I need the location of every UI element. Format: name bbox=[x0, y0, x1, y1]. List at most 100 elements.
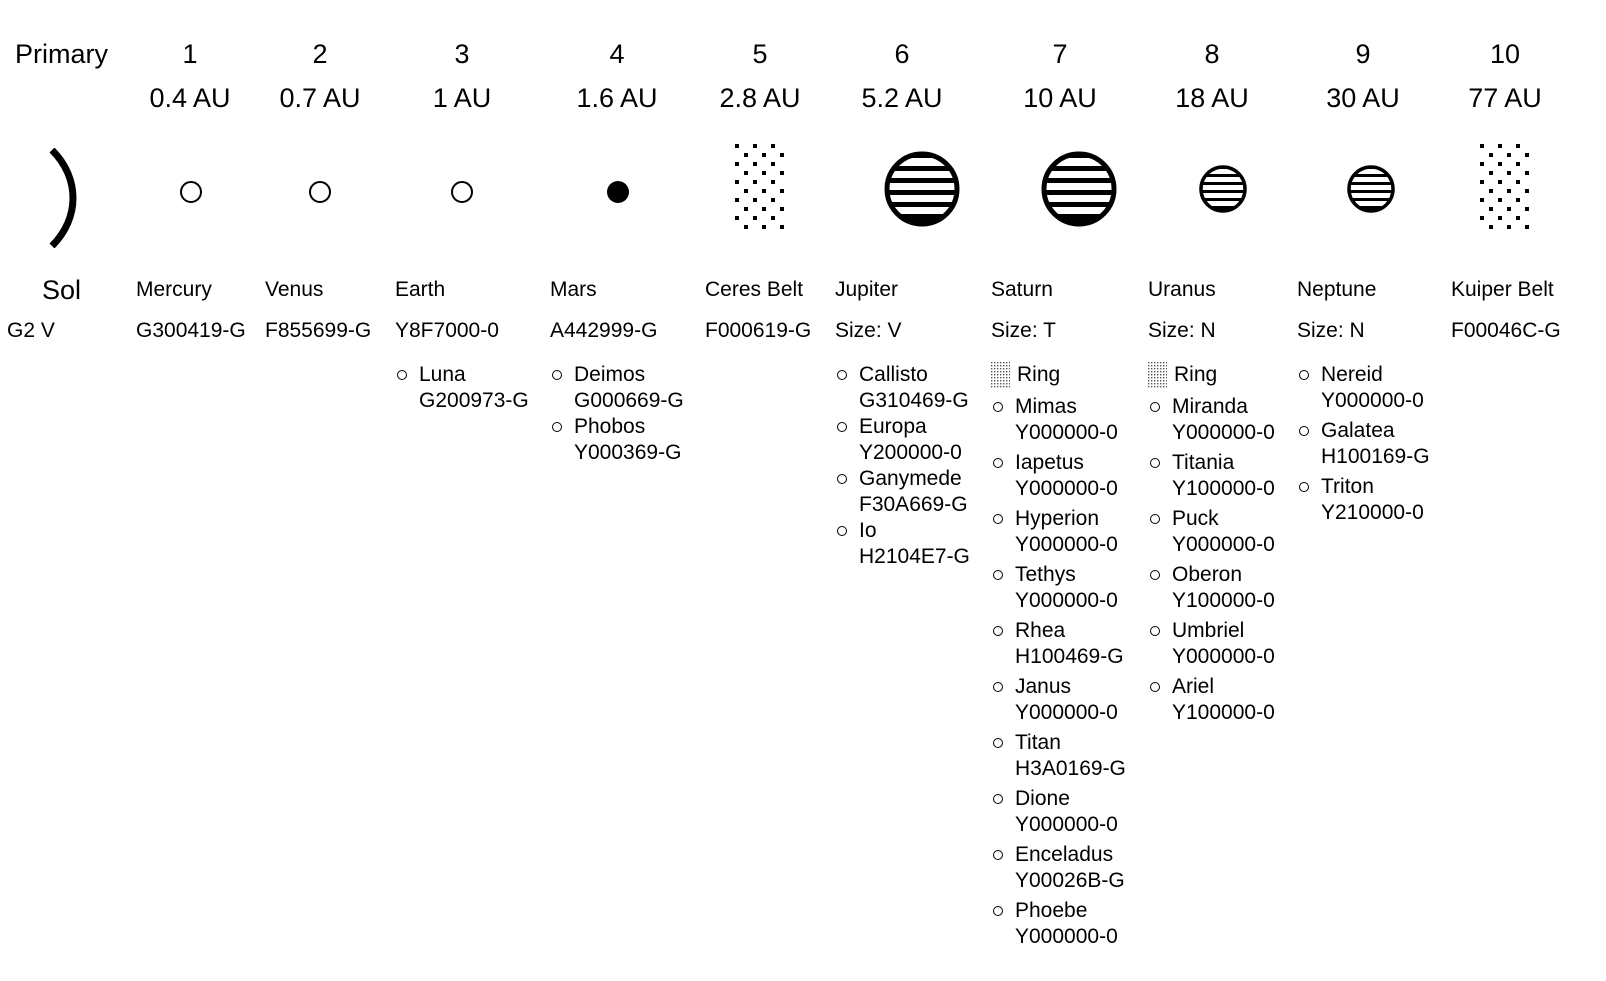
ice-giant-icon bbox=[1346, 164, 1396, 219]
list-item: Ariel bbox=[1148, 674, 1275, 700]
planet-name: Jupiter bbox=[835, 278, 899, 301]
orbit-number: 1 bbox=[182, 39, 198, 69]
orbit-distance: 77 AU bbox=[1468, 83, 1542, 113]
satellite-code: H100469-G bbox=[1015, 645, 1124, 668]
planet-code: F855699-G bbox=[265, 319, 372, 342]
planet-name: Mars bbox=[550, 278, 597, 301]
satellite-name: Callisto bbox=[859, 363, 928, 386]
moon-icon bbox=[993, 794, 1003, 804]
list-item: Io bbox=[835, 518, 970, 544]
satellite-name: Enceladus bbox=[1015, 843, 1114, 866]
satellite-name: Deimos bbox=[574, 363, 646, 386]
satellite-code: Y000000-0 bbox=[1015, 925, 1118, 948]
satellite-code: Y000000-0 bbox=[1172, 421, 1275, 444]
list-item: Janus bbox=[991, 674, 1126, 700]
orbit-distance: 0.7 AU bbox=[279, 83, 361, 113]
planet-name: Uranus bbox=[1148, 278, 1216, 301]
star-arc-icon bbox=[44, 147, 78, 253]
satellite-name: Ariel bbox=[1172, 675, 1215, 698]
moon-icon bbox=[837, 422, 847, 432]
ring-label: Ring bbox=[1017, 363, 1061, 386]
moon-icon bbox=[993, 458, 1003, 468]
ring-label: Ring bbox=[1174, 363, 1218, 386]
planet-name: Earth bbox=[395, 278, 446, 301]
satellite-name: Ganymede bbox=[859, 467, 962, 490]
orbit-number: 2 bbox=[312, 39, 328, 69]
satellite-name: Titania bbox=[1172, 451, 1235, 474]
list-item: Puck bbox=[1148, 506, 1275, 532]
satellite-code: H100169-G bbox=[1321, 445, 1430, 468]
satellite-code: F30A669-G bbox=[859, 493, 968, 516]
satellite-code: Y200000-0 bbox=[859, 441, 962, 464]
satellite-list: Nereid Y000000-0 Galatea H100169-G Trito… bbox=[1297, 362, 1430, 526]
small-rock-icon bbox=[450, 180, 474, 209]
list-item: Tethys bbox=[991, 562, 1126, 588]
satellite-name: Janus bbox=[1015, 675, 1072, 698]
planet-name: Ceres Belt bbox=[705, 278, 804, 301]
planet-name: Mercury bbox=[136, 278, 212, 301]
satellite-code: Y100000-0 bbox=[1172, 589, 1275, 612]
satellite-name: Phobos bbox=[574, 415, 646, 438]
list-item: Iapetus bbox=[991, 450, 1126, 476]
satellite-name: Rhea bbox=[1015, 619, 1066, 642]
orbit-number: 6 bbox=[894, 39, 910, 69]
moon-icon bbox=[993, 570, 1003, 580]
satellite-name: Galatea bbox=[1321, 419, 1395, 442]
moon-icon bbox=[397, 370, 407, 380]
satellite-name: Dione bbox=[1015, 787, 1070, 810]
moon-icon bbox=[837, 526, 847, 536]
satellite-code: Y000000-0 bbox=[1321, 389, 1424, 412]
orbit-number: 5 bbox=[752, 39, 768, 69]
primary-header: Primary bbox=[15, 39, 108, 69]
planet-code: G300419-G bbox=[136, 319, 246, 342]
planet-code: F00046C-G bbox=[1451, 319, 1561, 342]
asteroid-belt-icon bbox=[733, 142, 793, 243]
satellite-list: Luna G200973-G bbox=[395, 362, 529, 414]
satellite-code: H2104E7-G bbox=[859, 545, 970, 568]
orbit-distance: 18 AU bbox=[1175, 83, 1249, 113]
satellite-code: G310469-G bbox=[859, 389, 969, 412]
planet-name: Saturn bbox=[991, 278, 1053, 301]
ring-icon bbox=[991, 362, 1010, 388]
moon-icon bbox=[1299, 482, 1309, 492]
orbit-distance: 2.8 AU bbox=[719, 83, 801, 113]
list-item: Umbriel bbox=[1148, 618, 1275, 644]
satellite-name: Europa bbox=[859, 415, 927, 438]
satellite-code: Y000000-0 bbox=[1015, 589, 1118, 612]
list-item: Europa bbox=[835, 414, 970, 440]
moon-icon bbox=[1150, 514, 1160, 524]
list-item: Miranda bbox=[1148, 394, 1275, 420]
list-item: Phoebe bbox=[991, 898, 1126, 924]
gas-giant-icon bbox=[1040, 150, 1118, 233]
moon-icon bbox=[552, 422, 562, 432]
satellite-code: G200973-G bbox=[419, 389, 529, 412]
moon-icon bbox=[993, 514, 1003, 524]
orbit-distance: 0.4 AU bbox=[149, 83, 231, 113]
satellite-name: Umbriel bbox=[1172, 619, 1245, 642]
star-class: G2 V bbox=[7, 319, 55, 342]
asteroid-belt-icon bbox=[1478, 142, 1538, 243]
list-item: Triton bbox=[1297, 474, 1430, 500]
planet-code: Y8F7000-0 bbox=[395, 319, 499, 342]
moon-icon bbox=[1150, 458, 1160, 468]
orbit-distance: 5.2 AU bbox=[861, 83, 943, 113]
gas-giant-icon bbox=[883, 150, 961, 233]
satellite-name: Triton bbox=[1321, 475, 1374, 498]
satellite-code: G000669-G bbox=[574, 389, 684, 412]
satellite-code: Y00026B-G bbox=[1015, 869, 1125, 892]
planet-name: Kuiper Belt bbox=[1451, 278, 1554, 301]
satellite-list: Ring Mimas Y000000-0 Iapetus Y000000-0 H… bbox=[991, 362, 1126, 950]
satellite-code: Y000000-0 bbox=[1015, 701, 1118, 724]
orbit-distance: 10 AU bbox=[1023, 83, 1097, 113]
moon-icon bbox=[993, 850, 1003, 860]
orbit-distance: 1 AU bbox=[432, 83, 492, 113]
list-item: Mimas bbox=[991, 394, 1126, 420]
satellite-name: Mimas bbox=[1015, 395, 1077, 418]
satellite-code: Y000369-G bbox=[574, 441, 682, 464]
list-item: Hyperion bbox=[991, 506, 1126, 532]
satellite-name: Oberon bbox=[1172, 563, 1243, 586]
planet-name: Venus bbox=[265, 278, 324, 301]
orbit-number: 3 bbox=[454, 39, 470, 69]
small-rock-icon bbox=[308, 180, 332, 209]
list-item: Nereid bbox=[1297, 362, 1430, 388]
